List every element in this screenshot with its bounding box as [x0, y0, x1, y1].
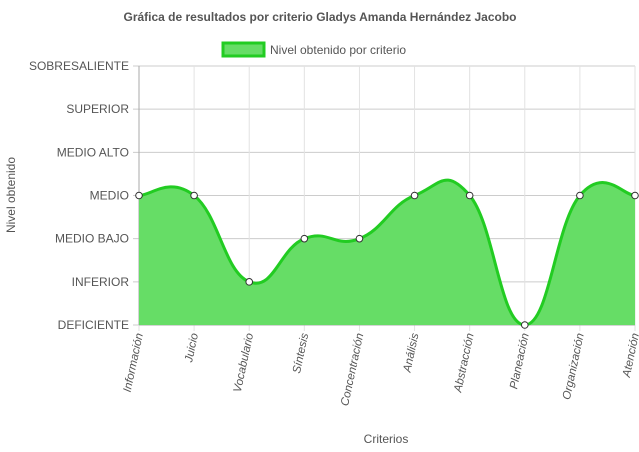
x-tick-label: Vocabulario [232, 332, 256, 394]
series-area [139, 180, 635, 325]
x-tick-label: Organización [561, 332, 587, 401]
x-tick-label: Planeación [508, 332, 532, 390]
y-tick-label: INFERIOR [72, 275, 130, 289]
data-point[interactable] [465, 191, 474, 200]
data-point[interactable] [135, 191, 143, 200]
series-line [138, 178, 636, 327]
data-point[interactable] [190, 191, 198, 200]
x-tick-label: Concentración [339, 332, 366, 407]
data-point[interactable] [300, 234, 309, 243]
data-point[interactable] [410, 191, 419, 200]
x-tick-label: Juicio [183, 332, 201, 365]
y-tick-label: MEDIO [90, 189, 129, 203]
y-tick-label: SUPERIOR [66, 102, 129, 116]
chart-title: Gráfica de resultados por criterio Glady… [123, 10, 516, 24]
legend-label[interactable]: Nivel obtenido por criterio [270, 43, 406, 57]
x-axis: Información Juicio Vocabulario Síntesis Conc… [122, 332, 639, 408]
y-tick-label: DEFICIENTE [58, 318, 129, 332]
x-tick-label: Síntesis [291, 332, 311, 375]
x-tick-label: Atención [621, 332, 639, 379]
data-point[interactable] [576, 191, 584, 200]
x-axis-title: Criterios [364, 432, 409, 446]
legend-swatch[interactable] [221, 41, 266, 58]
data-point[interactable] [631, 191, 639, 200]
y-axis: DEFICIENTE INFERIOR MEDIO BAJO MEDIO MEDIO A… [29, 59, 129, 332]
data-point[interactable] [355, 234, 364, 243]
y-axis-title: Nivel obtenido [4, 157, 18, 233]
legend[interactable]: Nivel obtenido por criterio [221, 41, 406, 58]
x-tick-label: Abstracción [452, 332, 476, 394]
y-tick-label: SOBRESALIENTE [29, 59, 129, 73]
series-layer [135, 178, 639, 329]
data-point[interactable] [520, 321, 529, 329]
data-point[interactable] [245, 278, 254, 286]
x-tick-label: Análisis [401, 332, 421, 374]
y-tick-label: MEDIO BAJO [55, 232, 129, 246]
x-tick-label: Información [122, 332, 146, 393]
y-tick-label: MEDIO ALTO [57, 145, 129, 159]
